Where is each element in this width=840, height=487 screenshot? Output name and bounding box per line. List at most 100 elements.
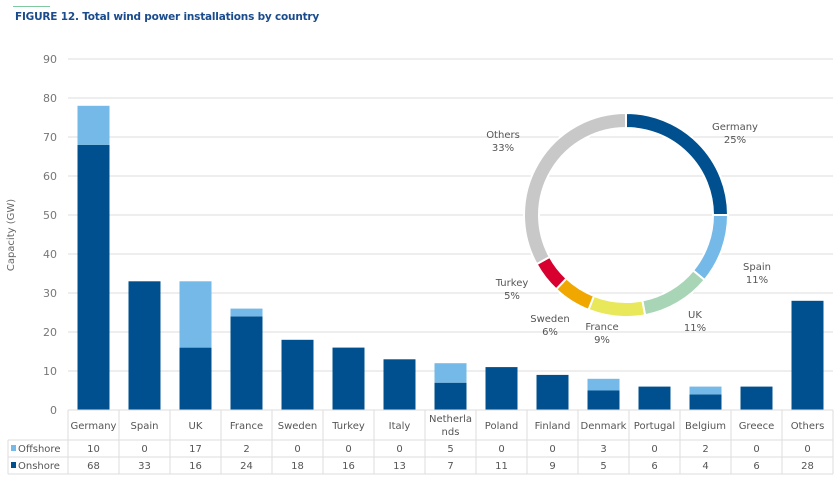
onshore-value: 13 — [393, 461, 406, 472]
legend-offshore: Offshore — [18, 444, 60, 455]
bar-onshore — [485, 367, 518, 410]
category-label: Finland — [535, 421, 571, 432]
category-label: Others — [791, 421, 825, 432]
onshore-value: 6 — [753, 461, 759, 472]
bar-offshore — [689, 386, 722, 395]
offshore-value: 0 — [804, 444, 810, 455]
donut-value-label: 33% — [492, 143, 514, 154]
y-tick-label: 70 — [43, 131, 57, 144]
category-label: France — [230, 421, 263, 432]
bar-offshore — [434, 363, 467, 383]
offshore-value: 0 — [753, 444, 759, 455]
donut-slice — [587, 294, 647, 318]
bar-onshore — [128, 281, 161, 410]
y-tick-label: 40 — [43, 248, 57, 261]
legend-swatch-offshore — [11, 445, 16, 451]
bar-onshore — [230, 316, 263, 410]
y-tick-label: 50 — [43, 209, 57, 222]
onshore-value: 6 — [651, 461, 657, 472]
bar-onshore — [281, 339, 314, 410]
onshore-value: 4 — [702, 461, 708, 472]
offshore-value: 0 — [294, 444, 300, 455]
category-label: Poland — [485, 421, 518, 432]
onshore-value: 24 — [240, 461, 253, 472]
bar-onshore — [179, 347, 212, 410]
category-label: Portugal — [634, 421, 675, 432]
y-tick-label: 0 — [50, 404, 57, 417]
figure-title: FIGURE 12. Total wind power installation… — [15, 11, 320, 23]
onshore-value: 68 — [87, 461, 100, 472]
category-label: Germany — [71, 421, 117, 432]
y-tick-label: 20 — [43, 326, 57, 339]
bar-onshore — [638, 386, 671, 410]
bar-offshore — [587, 378, 620, 391]
category-label: UK — [189, 421, 203, 432]
bar-onshore — [77, 144, 110, 411]
offshore-value: 5 — [447, 444, 453, 455]
offshore-value: 0 — [549, 444, 555, 455]
donut-value-label: 6% — [542, 327, 558, 338]
category-label: Sweden — [278, 421, 318, 432]
y-tick-label: 60 — [43, 170, 57, 183]
onshore-value: 33 — [138, 461, 151, 472]
offshore-value: 17 — [189, 444, 202, 455]
category-label: Netherla — [429, 414, 472, 425]
category-label: Spain — [131, 421, 159, 432]
donut-label: Sweden — [530, 314, 570, 325]
bar-onshore — [536, 374, 569, 410]
donut-label: Spain — [743, 262, 771, 273]
onshore-value: 9 — [549, 461, 555, 472]
y-tick-label: 80 — [43, 92, 57, 105]
donut-label: UK — [688, 310, 702, 321]
bar-onshore — [740, 386, 773, 410]
donut-value-label: 25% — [724, 135, 746, 146]
offshore-value: 2 — [243, 444, 249, 455]
y-tick-label: 10 — [43, 365, 57, 378]
bar-offshore — [179, 281, 212, 348]
legend-onshore: Onshore — [18, 461, 60, 472]
category-label: Belgium — [685, 421, 726, 432]
donut-label: Others — [486, 130, 520, 141]
donut-value-label: 5% — [504, 291, 520, 302]
offshore-value: 0 — [396, 444, 402, 455]
bar-onshore — [332, 347, 365, 410]
bar-offshore — [230, 308, 263, 317]
onshore-value: 18 — [291, 461, 304, 472]
y-tick-label: 90 — [43, 53, 57, 66]
y-axis-label: Capacity (GW) — [6, 199, 17, 271]
bar-offshore — [77, 105, 110, 145]
donut-label: France — [585, 322, 618, 333]
donut-value-label: 11% — [684, 323, 706, 334]
onshore-value: 16 — [189, 461, 202, 472]
category-label: Italy — [389, 421, 411, 432]
bar-onshore — [791, 300, 824, 410]
accent-line — [13, 6, 50, 7]
donut-value-label: 9% — [594, 335, 610, 346]
onshore-value: 5 — [600, 461, 606, 472]
donut-label: Turkey — [495, 278, 529, 289]
category-label: nds — [442, 427, 460, 438]
onshore-value: 7 — [447, 461, 453, 472]
donut-slice — [523, 111, 627, 266]
category-label: Turkey — [331, 421, 365, 432]
offshore-value: 2 — [702, 444, 708, 455]
offshore-value: 0 — [141, 444, 147, 455]
offshore-value: 0 — [345, 444, 351, 455]
onshore-value: 28 — [801, 461, 814, 472]
category-label: Denmark — [581, 421, 627, 432]
donut-value-label: 11% — [746, 275, 768, 286]
bar-onshore — [587, 390, 620, 410]
offshore-value: 3 — [600, 444, 606, 455]
offshore-value: 0 — [498, 444, 504, 455]
donut-label: Germany — [712, 122, 758, 133]
category-label: Greece — [739, 421, 775, 432]
y-tick-label: 30 — [43, 287, 57, 300]
offshore-value: 10 — [87, 444, 100, 455]
bar-onshore — [383, 359, 416, 410]
bar-onshore — [689, 394, 722, 410]
bar-onshore — [434, 382, 467, 410]
onshore-value: 16 — [342, 461, 355, 472]
legend-swatch-onshore — [11, 462, 16, 468]
